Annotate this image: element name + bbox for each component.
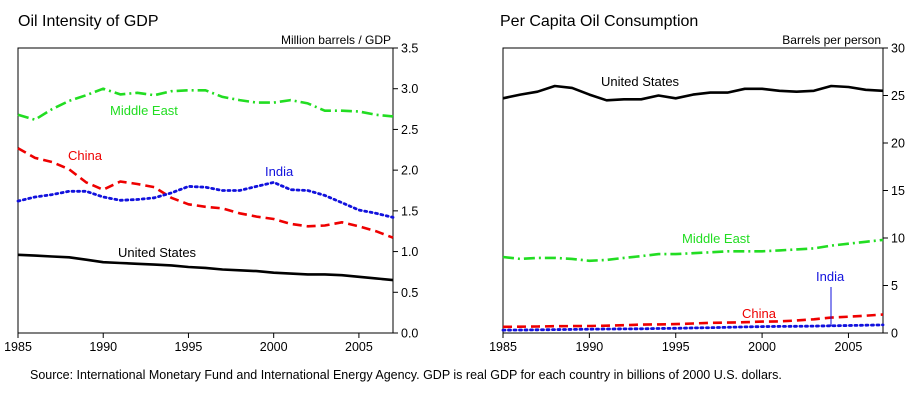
- oil-intensity-series-india: [16, 180, 395, 219]
- chart-canvas: Oil Intensity of GDP Million barrels / GD…: [4, 13, 905, 354]
- oil-intensity-xtick-label: 1985: [4, 340, 32, 354]
- per-capita-xtick-label: 1985: [489, 340, 517, 354]
- oil-intensity-plot-frame: [17, 47, 394, 334]
- per-capita-xtick-label: 1995: [662, 340, 690, 354]
- oil-intensity-label-india: India: [265, 164, 294, 179]
- per-capita-ytick-label: 5: [891, 279, 898, 293]
- per-capita-ytick-label: 30: [891, 42, 905, 56]
- per-capita-ytick-label: 25: [891, 89, 905, 103]
- per-capita-ytick-label: 10: [891, 232, 905, 246]
- per-capita-series-middle-east: [502, 238, 884, 263]
- oil-intensity-title: Oil Intensity of GDP: [18, 13, 159, 30]
- per-capita-label-middle-east: Middle East: [682, 231, 750, 246]
- oil-intensity-ytick-label: 3.5: [401, 42, 418, 56]
- per-capita-title: Per Capita Oil Consumption: [500, 13, 698, 30]
- oil-intensity-label-middle-east: Middle East: [110, 103, 178, 118]
- per-capita-series-china: [502, 313, 884, 329]
- per-capita-xtick-label: 2000: [748, 340, 776, 354]
- oil-intensity-xtick-label: 2000: [260, 340, 288, 354]
- per-capita-series-united-states: [502, 84, 884, 102]
- oil-intensity-ytick-label: 3.0: [401, 82, 418, 96]
- oil-intensity-ytick-label: 1.5: [401, 204, 418, 218]
- per-capita-label-china: China: [742, 306, 777, 321]
- oil-intensity-series-united-states: [17, 253, 394, 282]
- oil-intensity-series-middle-east: [17, 87, 394, 121]
- oil-intensity-xtick-label: 1995: [175, 340, 203, 354]
- source-note: Source: International Monetary Fund and …: [30, 368, 782, 382]
- per-capita-ytick-label: 15: [891, 184, 905, 198]
- per-capita-plot-frame: [502, 47, 884, 334]
- per-capita-ytick-label: 20: [891, 137, 905, 151]
- oil-intensity-label-china: China: [68, 148, 103, 163]
- per-capita-label-india: India: [816, 269, 845, 284]
- per-capita-ytick-label: 0: [891, 327, 898, 341]
- per-capita-xtick-label: 1990: [575, 340, 603, 354]
- oil-intensity-ylabel: Million barrels / GDP: [281, 33, 391, 47]
- oil-intensity-ytick-label: 0.5: [401, 286, 418, 300]
- per-capita-ylabel: Barrels per person: [782, 33, 881, 47]
- oil-intensity-series-china: [17, 147, 394, 239]
- oil-intensity-ytick-label: 0.0: [401, 327, 418, 341]
- per-capita-label-united-states: United States: [601, 74, 680, 89]
- per-capita-series-india: [501, 323, 885, 332]
- oil-intensity-label-united-states: United States: [118, 245, 197, 260]
- oil-intensity-ytick-label: 2.5: [401, 123, 418, 137]
- per-capita-xtick-label: 2005: [835, 340, 863, 354]
- oil-intensity-xtick-label: 2005: [345, 340, 373, 354]
- oil-intensity-xtick-label: 1990: [89, 340, 117, 354]
- oil-intensity-ytick-label: 2.0: [401, 164, 418, 178]
- oil-intensity-ytick-label: 1.0: [401, 245, 418, 259]
